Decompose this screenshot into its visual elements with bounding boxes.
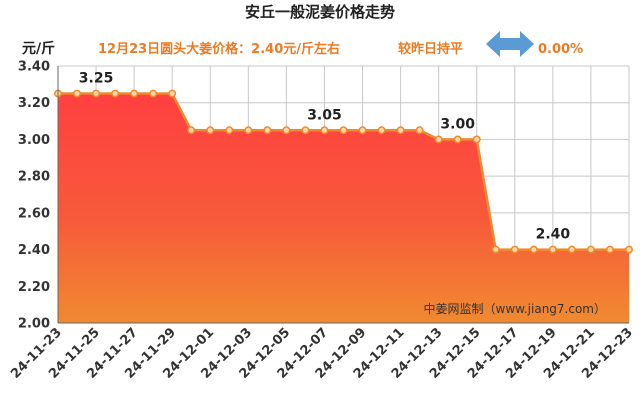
y-tick-label: 2.80 xyxy=(18,170,50,185)
x-tick-labels: 24-11-2324-11-2524-11-2724-11-2924-12-01… xyxy=(8,325,636,382)
y-tick-label: 2.20 xyxy=(18,280,50,295)
y-tick-label: 3.40 xyxy=(18,60,50,75)
data-point xyxy=(92,89,101,98)
data-point xyxy=(396,126,405,135)
price-summary: 12月23日圆头大姜价格：2.40元/斤左右 xyxy=(98,41,340,57)
data-point xyxy=(111,89,120,98)
data-point xyxy=(434,135,443,144)
data-point xyxy=(491,245,500,254)
data-point xyxy=(187,126,196,135)
data-point xyxy=(206,126,215,135)
data-point xyxy=(472,135,481,144)
data-point xyxy=(339,126,348,135)
data-label: 2.40 xyxy=(536,227,571,243)
data-point xyxy=(625,245,633,254)
data-point xyxy=(606,245,614,254)
axes xyxy=(57,66,629,324)
y-tick-labels: 2.00 2.20 2.40 2.60 2.80 3.00 3.20 3.40 xyxy=(18,60,50,332)
data-point xyxy=(301,126,310,135)
data-point xyxy=(415,126,424,135)
data-point xyxy=(358,126,367,135)
data-point xyxy=(73,89,81,98)
data-point xyxy=(510,245,519,254)
y-tick-label: 3.20 xyxy=(18,96,50,111)
y-tick-label: 2.40 xyxy=(18,243,50,258)
data-point xyxy=(225,126,234,135)
y-tick-label: 2.60 xyxy=(18,206,50,221)
data-point xyxy=(282,126,291,135)
chart-title: 安丘一般泥姜价格走势 xyxy=(245,3,395,21)
data-point xyxy=(567,245,576,254)
data-label: 3.00 xyxy=(440,116,475,132)
data-labels: 3.25 3.05 3.00 2.40 xyxy=(79,71,571,243)
data-point xyxy=(130,89,139,98)
data-point xyxy=(320,126,329,135)
data-point xyxy=(377,126,386,135)
data-point xyxy=(263,126,272,135)
y-tick-label: 2.00 xyxy=(18,317,50,332)
change-percent: 0.00% xyxy=(538,42,583,57)
data-point xyxy=(586,245,595,254)
data-label: 3.05 xyxy=(307,107,342,123)
data-point xyxy=(548,245,557,254)
double-arrow-icon xyxy=(486,31,534,57)
watermark: 中姜网监制（www.jiang7.com） xyxy=(424,301,606,316)
data-point-markers xyxy=(54,89,633,254)
y-tick-label: 3.00 xyxy=(18,133,50,148)
data-point xyxy=(244,126,253,135)
y-axis-unit: 元/斤 xyxy=(22,40,55,57)
data-point xyxy=(529,245,538,254)
compare-text: 较昨日持平 xyxy=(398,41,463,57)
data-label: 3.25 xyxy=(79,71,114,87)
price-area xyxy=(58,93,629,324)
data-point xyxy=(149,89,158,98)
data-point xyxy=(168,89,177,98)
data-point xyxy=(453,135,462,144)
